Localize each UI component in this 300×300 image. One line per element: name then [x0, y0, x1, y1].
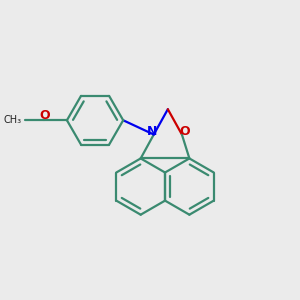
Text: N: N	[147, 125, 158, 138]
Text: O: O	[39, 109, 50, 122]
Text: O: O	[179, 125, 190, 138]
Text: CH₃: CH₃	[4, 115, 22, 125]
